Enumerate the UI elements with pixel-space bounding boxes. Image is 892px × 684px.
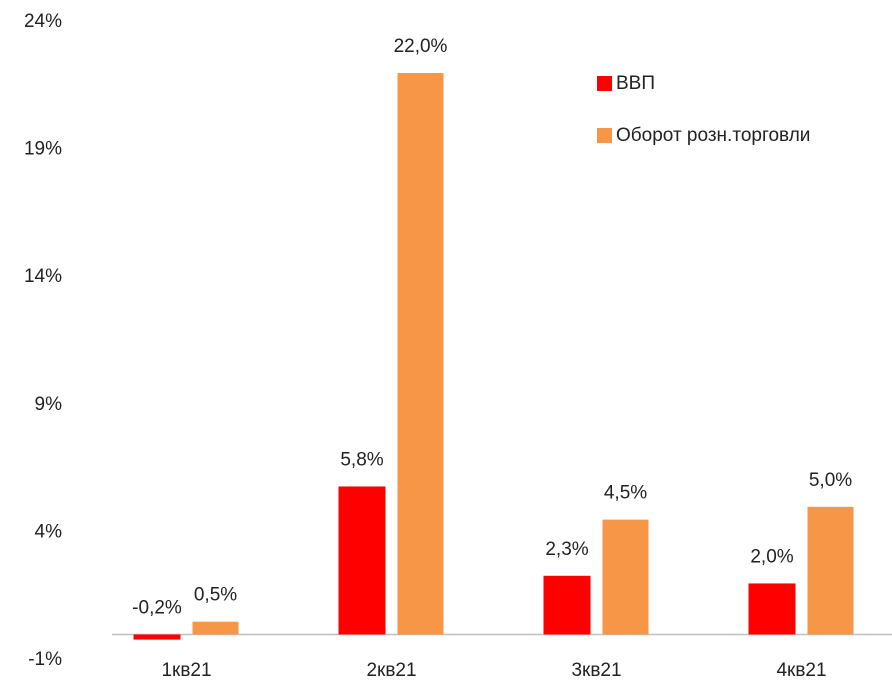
- value-label: -0,2%: [132, 597, 182, 618]
- legend-label: Оборот розн.торговли: [616, 125, 810, 146]
- value-label: 5,0%: [809, 470, 852, 491]
- x-tick-label: 4кв21: [776, 660, 826, 681]
- x-tick-label: 1кв21: [161, 660, 211, 681]
- bar: [807, 506, 854, 635]
- bar: [338, 486, 386, 635]
- y-tick-label: 9%: [35, 394, 63, 415]
- bar: [192, 621, 239, 635]
- y-tick-label: 14%: [24, 266, 62, 287]
- legend-swatch: [597, 76, 612, 91]
- bar: [602, 519, 649, 635]
- value-label: 4,5%: [604, 483, 647, 504]
- bar: [397, 73, 444, 635]
- bar: [748, 583, 796, 635]
- value-label: 5,8%: [340, 449, 383, 470]
- legend-label: ВВП: [616, 73, 655, 94]
- value-label: 2,3%: [545, 539, 588, 560]
- y-tick-label: -1%: [28, 649, 62, 670]
- value-label: 22,0%: [394, 36, 448, 57]
- x-tick-label: 2кв21: [366, 660, 416, 681]
- bar: [543, 575, 591, 635]
- y-tick-label: 4%: [35, 521, 63, 542]
- value-label: 0,5%: [194, 585, 237, 606]
- y-tick-label: 19%: [24, 139, 62, 160]
- bar: [133, 634, 181, 640]
- x-tick-label: 3кв21: [571, 660, 621, 681]
- y-tick-label: 24%: [24, 11, 62, 32]
- value-label: 2,0%: [750, 546, 793, 567]
- legend-swatch: [597, 128, 612, 143]
